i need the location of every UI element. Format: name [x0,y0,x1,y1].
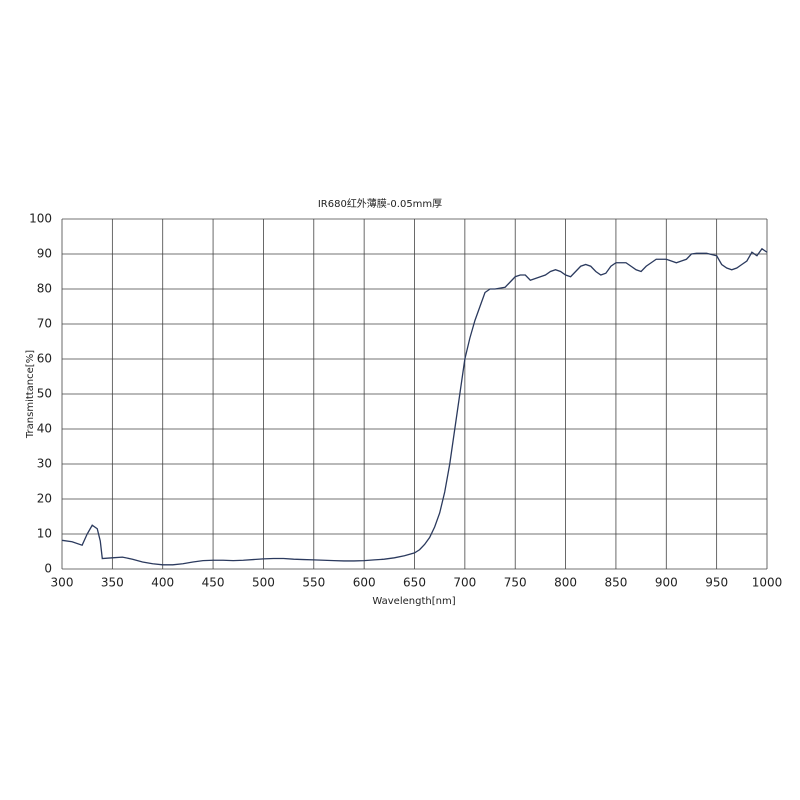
y-tick-label: 50 [37,387,52,401]
y-tick-label: 20 [37,492,52,506]
series-line [61,247,768,566]
x-tick-label: 650 [403,576,426,590]
x-tick-label: 800 [554,576,577,590]
x-tick-label: 900 [655,576,678,590]
y-tick-label: 60 [37,352,52,366]
y-tick-label: 30 [37,457,52,471]
y-axis-label: Transmittance[%] [25,350,36,439]
x-tick-label: 950 [705,576,728,590]
y-tick-label: 0 [44,562,52,576]
y-tick-label: 80 [37,282,52,296]
x-tick-label: 700 [453,576,476,590]
y-tick-label: 40 [37,422,52,436]
x-tick-label: 400 [151,576,174,590]
y-tick-label: 10 [37,527,52,541]
x-tick-label: 550 [302,576,325,590]
y-tick-label: 70 [37,317,52,331]
y-tick-label: 100 [29,212,52,226]
x-axis-label: Wavelength[nm] [372,596,455,607]
x-tick-label: 450 [202,576,225,590]
x-tick-label: 1000 [752,576,783,590]
chart-title: IR680红外薄膜-0.05mm厚 [318,197,442,210]
x-tick-label: 500 [252,576,275,590]
x-tick-label: 350 [101,576,124,590]
x-tick-label: 300 [51,576,74,590]
x-tick-label: 600 [353,576,376,590]
x-tick-label: 750 [504,576,527,590]
y-tick-label: 90 [37,247,52,261]
x-tick-label: 850 [604,576,627,590]
